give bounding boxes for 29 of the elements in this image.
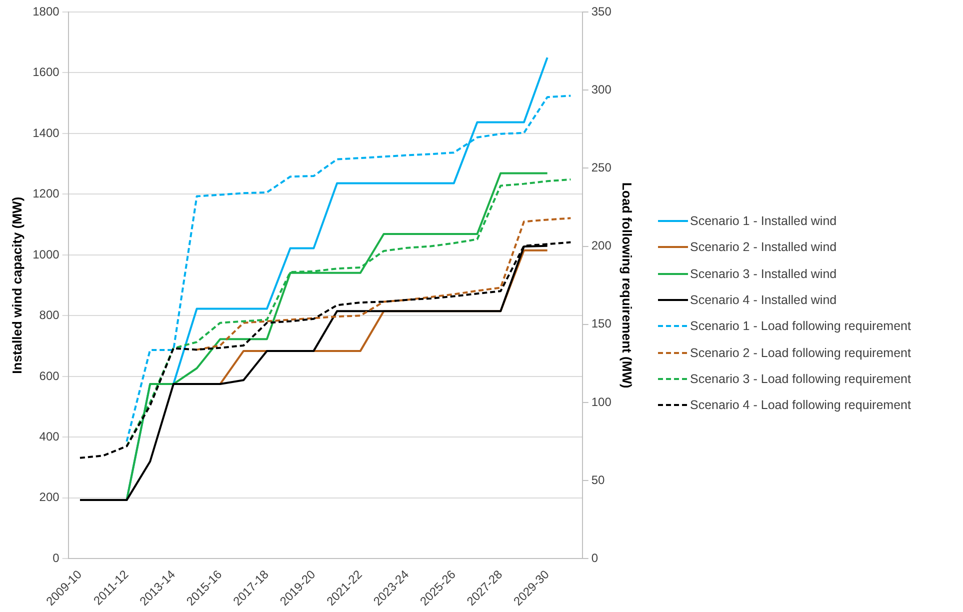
y-tick-label: 800 [39, 308, 60, 322]
legend-label: Scenario 3 - Load following requirement [690, 372, 911, 386]
y2-tick-label: 250 [591, 160, 612, 175]
legend-label: Scenario 1 - Load following requirement [690, 319, 911, 334]
y2-tick-label: 100 [591, 394, 612, 409]
y-tick-label: 1000 [32, 247, 60, 262]
y2-tick-label: 0 [591, 550, 598, 565]
legend-label: Scenario 1 - Installed wind [690, 214, 837, 228]
y2-tick-label: 350 [591, 4, 612, 18]
y-axis-title: Installed wind capacity (MW) [9, 196, 24, 374]
y2-tick-label: 200 [591, 238, 612, 253]
legend-label: Scenario 2 - Installed wind [690, 240, 837, 254]
y2-tick-label: 150 [591, 316, 612, 331]
y-tick-label: 0 [52, 550, 60, 565]
legend-label: Scenario 4 - Load following requirement [690, 398, 911, 412]
legend-label: Scenario 3 - Installed wind [690, 266, 837, 281]
y-tick-label: 1200 [32, 186, 60, 201]
line-series [196, 217, 572, 351]
y-tick-label: 400 [39, 430, 60, 444]
legend-label: Scenario 2 - Load following requirement [690, 346, 911, 360]
y-tick-label: 600 [39, 368, 60, 383]
y-tick-label: 1400 [32, 126, 60, 140]
y2-axis-title: Load following requirement (MW) [620, 182, 635, 388]
y2-tick-label: 300 [591, 82, 612, 96]
y-tick-label: 200 [39, 490, 60, 504]
y-tick-label: 1600 [32, 65, 60, 80]
y-tick-label: 1800 [32, 4, 60, 18]
legend-label: Scenario 4 - Installed wind [690, 293, 837, 308]
y2-tick-label: 50 [591, 472, 606, 487]
